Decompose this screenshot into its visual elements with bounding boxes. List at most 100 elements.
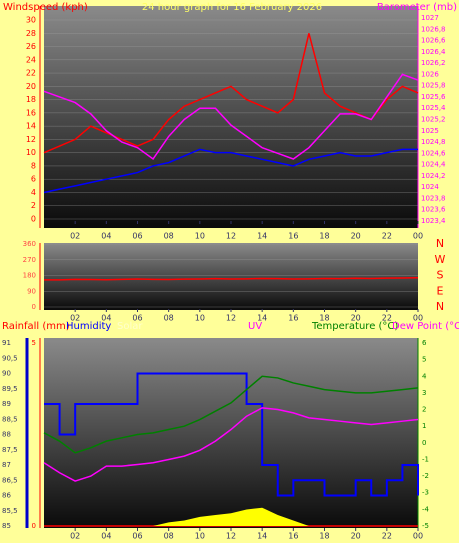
y-tick-label: 90 <box>27 287 36 295</box>
y-tick-label: 26 <box>26 42 36 51</box>
x-tick-label: 14 <box>257 532 267 541</box>
y2-tick-label: 1024,4 <box>421 161 446 169</box>
y2-tick-label: -3 <box>422 489 429 497</box>
x-tick-label: 10 <box>195 532 205 541</box>
x-tick-label: 12 <box>226 232 236 241</box>
y2-tick-label: 1023,8 <box>421 194 446 202</box>
x-tick-label: 16 <box>288 232 298 241</box>
y-tick-label: 0 <box>32 303 36 311</box>
x-tick-label: 16 <box>288 314 298 323</box>
x-tick-label: 20 <box>351 232 361 241</box>
y2-tick-label: 1027 <box>421 14 439 22</box>
y2-tick-label: -4 <box>422 505 430 513</box>
x-tick-label: 00 <box>413 532 423 541</box>
y3-tick-label: 89 <box>2 400 11 408</box>
y2-tick-label: 1025,4 <box>421 104 446 112</box>
y2-tick-label: N <box>436 237 444 250</box>
x-tick-label: 02 <box>70 314 80 323</box>
y3-tick-label: 90,5 <box>2 354 18 362</box>
y-tick-label: 16 <box>26 108 36 117</box>
y2-tick-label: -2 <box>422 472 429 480</box>
legend-label: Humidity <box>66 321 111 332</box>
y-tick-label: 18 <box>26 95 36 104</box>
y3-tick-label: 89,5 <box>2 385 18 393</box>
y-tick-label: 5 <box>32 339 36 347</box>
x-tick-label: 14 <box>257 314 267 323</box>
y-tick-label: 14 <box>26 122 36 131</box>
y2-tick-label: 0 <box>422 439 426 447</box>
y-tick-label: 30 <box>26 16 36 25</box>
y3-tick-label: 87 <box>2 461 11 469</box>
y3-tick-label: 91 <box>2 339 11 347</box>
legend-label: Dew Point (°C) <box>392 321 459 332</box>
x-tick-label: 02 <box>70 232 80 241</box>
y-tick-label: 28 <box>26 29 36 38</box>
y3-tick-label: 90 <box>2 370 11 378</box>
y2-tick-label: -1 <box>422 455 429 463</box>
legend-label: Rainfall (mm) <box>2 321 70 332</box>
plot-area <box>44 338 418 528</box>
y2-tick-label: 4 <box>422 372 427 380</box>
uv-label: UV <box>248 321 262 332</box>
x-tick-label: 00 <box>413 314 423 323</box>
x-tick-label: 04 <box>101 532 111 541</box>
y-tick-label: 0 <box>32 522 36 530</box>
y3-tick-label: 88,5 <box>2 415 18 423</box>
x-tick-label: 10 <box>195 232 205 241</box>
y-tick-label: 360 <box>23 240 36 248</box>
y-tick-label: 22 <box>26 69 36 78</box>
x-tick-label: 08 <box>164 314 174 323</box>
x-tick-label: 22 <box>382 314 392 323</box>
line <box>43 73 419 161</box>
y2-tick-label: 1025,2 <box>421 116 446 124</box>
y2-tick-label: 2 <box>422 406 426 414</box>
y2-tick-label: 1024,8 <box>421 138 446 146</box>
x-tick-label: 14 <box>257 232 267 241</box>
y2-tick-label: 1 <box>422 422 426 430</box>
x-tick-label: 06 <box>132 314 142 323</box>
x-tick-label: 18 <box>319 314 329 323</box>
x-tick-label: 20 <box>351 532 361 541</box>
y3-tick-label: 87,5 <box>2 446 18 454</box>
y-tick-label: 12 <box>26 135 36 144</box>
area <box>44 507 418 526</box>
y2-tick-label: 5 <box>422 356 426 364</box>
y2-tick-label: N <box>436 300 444 313</box>
y2-tick-label: 1026,6 <box>421 37 446 45</box>
legend-label: Solar <box>117 321 143 332</box>
x-tick-label: 04 <box>101 314 111 323</box>
y2-tick-label: W <box>435 253 446 266</box>
y-tick-label: 4 <box>31 188 36 197</box>
y-tick-label: 24 <box>26 55 36 64</box>
y-tick-label: 8 <box>31 161 36 170</box>
line <box>43 375 419 454</box>
y-tick-label: 10 <box>26 148 36 157</box>
y2-tick-label: 1025 <box>421 127 439 135</box>
y3-tick-label: 85 <box>2 522 11 530</box>
plot-area <box>44 243 418 310</box>
x-tick-label: 06 <box>132 532 142 541</box>
y2-tick-label: 1026 <box>421 70 439 78</box>
y2-tick-label: S <box>437 269 444 282</box>
x-tick-label: 00 <box>413 232 423 241</box>
x-tick-label: 12 <box>226 532 236 541</box>
y-tick-label: 270 <box>23 256 36 264</box>
x-tick-label: 10 <box>195 314 205 323</box>
y2-tick-label: 1024 <box>421 183 439 191</box>
y-tick-label: 6 <box>31 175 36 184</box>
y2-tick-label: 1025,6 <box>421 93 446 101</box>
y2-tick-label: 1024,2 <box>421 172 446 180</box>
line <box>44 372 419 497</box>
x-tick-label: 08 <box>164 232 174 241</box>
y2-tick-label: -5 <box>422 522 429 530</box>
x-tick-label: 22 <box>382 532 392 541</box>
y2-tick-label: 1026,8 <box>421 25 446 33</box>
y2-tick-label: 1023,4 <box>421 217 446 225</box>
y2-tick-label: 1026,2 <box>421 59 446 67</box>
plot-area <box>44 6 418 228</box>
line <box>43 148 418 194</box>
y3-tick-label: 86 <box>2 492 11 500</box>
y3-tick-label: 86,5 <box>2 476 18 484</box>
y2-tick-label: 1023,6 <box>421 206 446 214</box>
